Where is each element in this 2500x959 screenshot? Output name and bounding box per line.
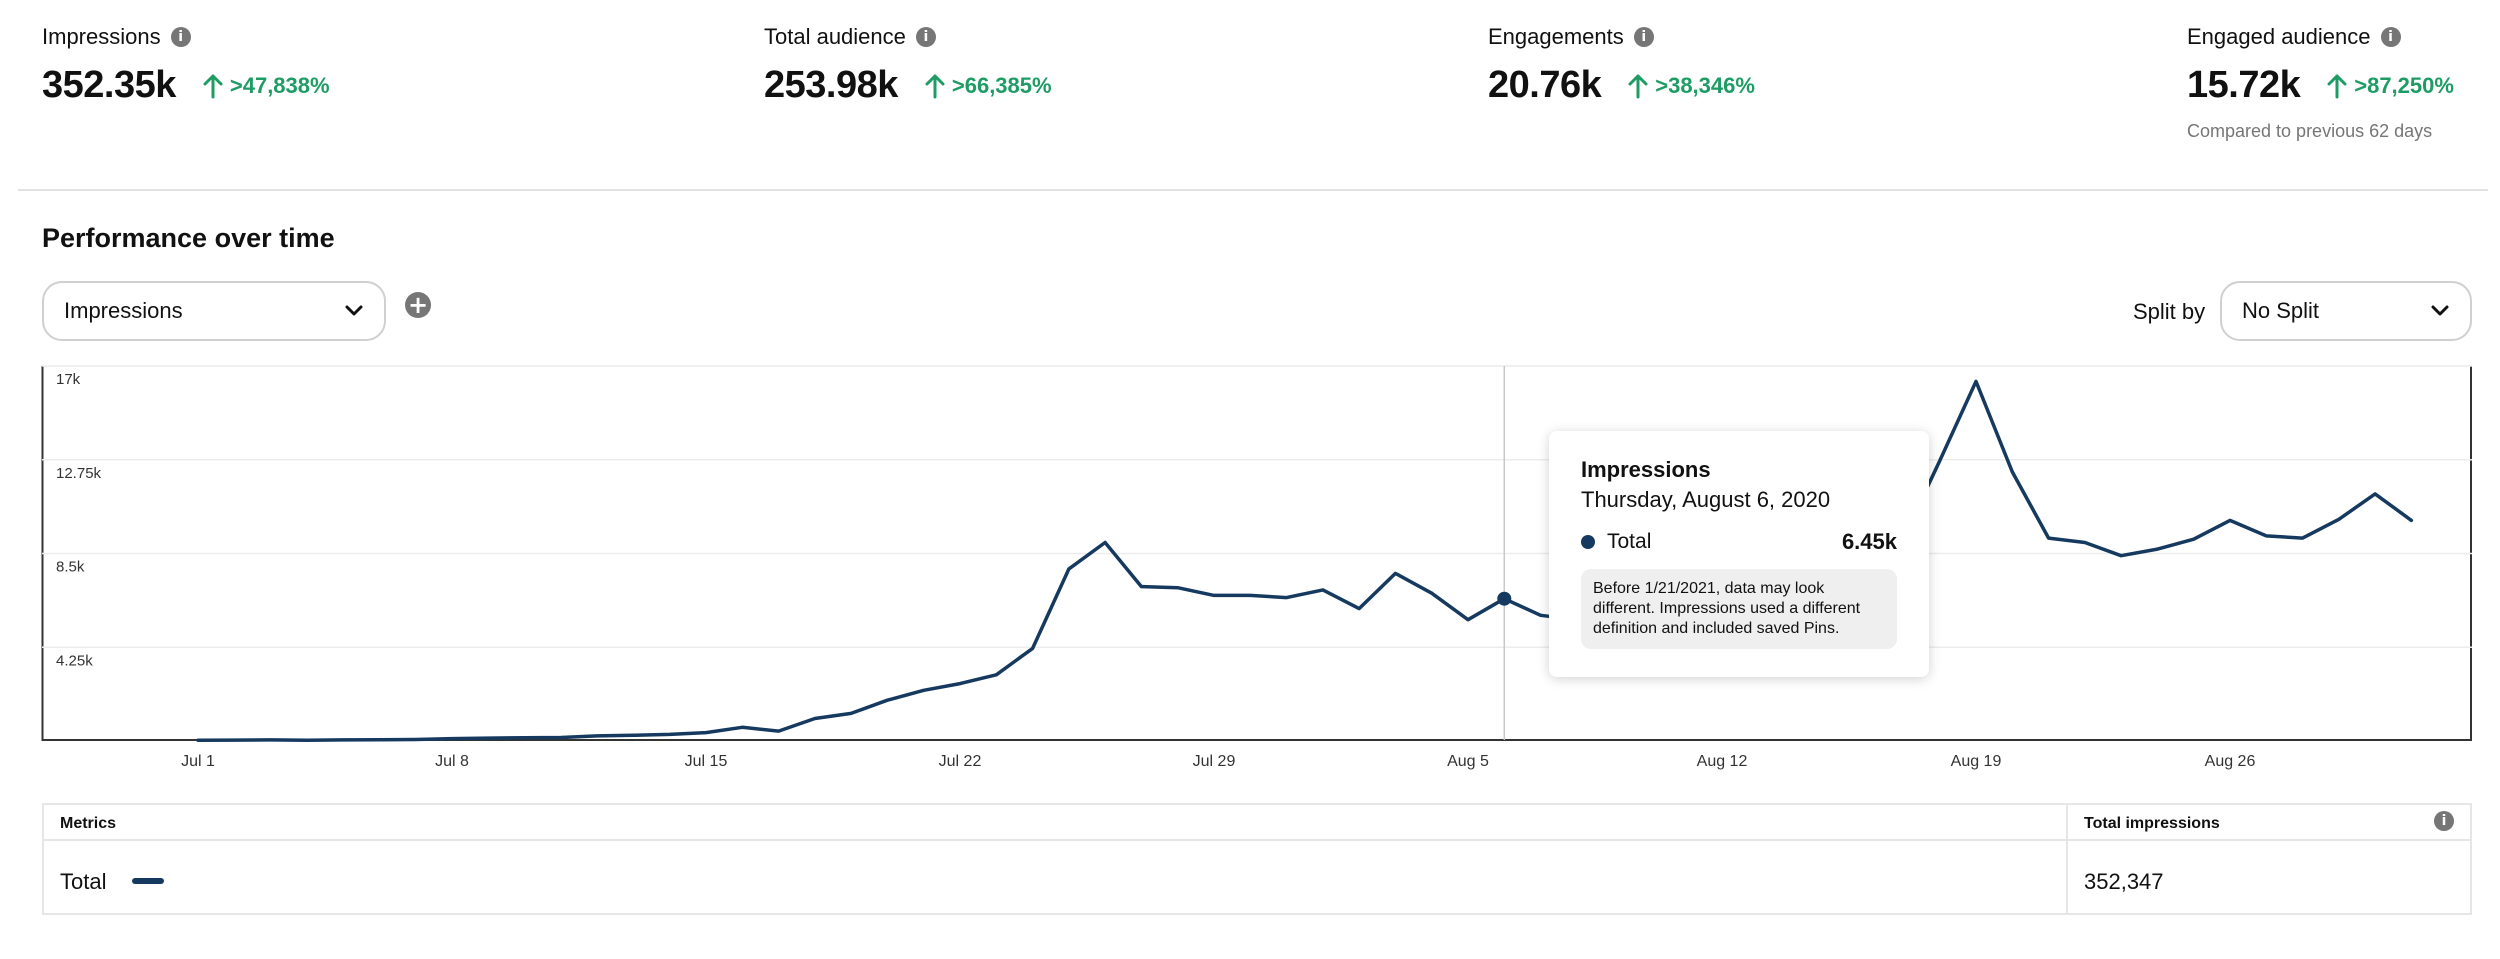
legend-swatch xyxy=(132,878,164,884)
column-header-total-impressions: Total impressions xyxy=(2084,815,2220,832)
x-tick-label: Aug 26 xyxy=(2205,753,2256,770)
divider xyxy=(18,189,2488,191)
x-tick-label: Jul 29 xyxy=(1193,753,1236,770)
performance-chart: 17k 12.75k 8.5k 4.25k Jul 1 Jul 8 Jul 15 Jul 22… xyxy=(41,365,2472,770)
tooltip-title: Impressions xyxy=(1581,457,1711,482)
kpi-delta: >87,250% xyxy=(2326,73,2454,99)
kpi-delta-value: >38,346% xyxy=(1655,72,1755,98)
x-tick-label: Jul 22 xyxy=(939,753,982,770)
chart-tooltip: Impressions Thursday, August 6, 2020 Tot… xyxy=(1549,431,1929,677)
metric-select[interactable]: Impressions xyxy=(42,281,386,341)
kpi-label: Engagements xyxy=(1488,24,1624,49)
x-tick-label: Jul 1 xyxy=(181,753,215,770)
info-icon[interactable]: i xyxy=(170,27,191,47)
kpi-value: 253.98k xyxy=(764,64,898,106)
line-chart: 17k 12.75k 8.5k 4.25k Jul 1 Jul 8 Jul 15 Jul 22… xyxy=(41,365,2472,770)
kpi-delta-value: >66,385% xyxy=(951,72,1052,98)
table-header xyxy=(44,805,2470,841)
chevron-down-icon xyxy=(2431,305,2449,316)
chevron-down-icon xyxy=(345,305,363,316)
kpi-delta: >38,346% xyxy=(1627,73,1755,99)
split-select-value: No Split xyxy=(2242,298,2320,323)
y-tick-label: 8.5k xyxy=(56,559,85,576)
kpi-delta: >66,385% xyxy=(924,73,1052,99)
arrow-up-icon xyxy=(1628,74,1648,98)
comparison-note: Compared to previous 62 days xyxy=(2187,121,2433,141)
column-header-metrics: Metrics xyxy=(60,815,117,832)
x-tick-label: Aug 5 xyxy=(1447,753,1489,770)
kpi-engaged-audience: Engaged audience i 15.72k >87,250% Compa… xyxy=(2187,24,2454,142)
split-by-label: Split by xyxy=(2133,299,2206,324)
info-icon[interactable]: i xyxy=(2434,811,2454,831)
x-tick-label: Aug 19 xyxy=(1951,753,2002,770)
add-metric-icon[interactable]: + xyxy=(405,292,431,318)
metric-value: 352,347 xyxy=(2084,869,2164,894)
tooltip-series: Total xyxy=(1607,530,1652,553)
metric-select-value: Impressions xyxy=(64,298,183,323)
split-select[interactable]: No Split xyxy=(2220,281,2472,341)
tooltip-row: Total 6.45k xyxy=(1581,529,1897,555)
tooltip-note: Before 1/21/2021, data may look differen… xyxy=(1581,569,1897,649)
y-tick-label: 4.25k xyxy=(56,652,93,669)
x-tick-label: Jul 8 xyxy=(435,753,469,770)
kpi-label: Impressions xyxy=(42,24,161,49)
y-tick-label: 17k xyxy=(56,371,81,388)
kpi-value: 20.76k xyxy=(1488,64,1602,106)
kpi-value: 352.35k xyxy=(42,64,176,106)
section-title: Performance over time xyxy=(42,223,335,253)
x-tick-label: Jul 15 xyxy=(685,753,728,770)
kpi-value: 15.72k xyxy=(2187,64,2301,106)
metric-name: Total xyxy=(60,869,107,894)
kpi-engagements: Engagements i 20.76k >38,346% xyxy=(1488,24,1755,107)
arrow-up-icon xyxy=(925,74,945,98)
kpi-label: Engaged audience xyxy=(2187,24,2371,49)
column-divider xyxy=(2066,805,2068,913)
kpi-delta: >47,838% xyxy=(202,73,330,99)
info-icon[interactable]: i xyxy=(915,27,936,47)
info-icon[interactable]: i xyxy=(2380,27,2401,47)
y-tick-label: 12.75k xyxy=(56,465,102,482)
kpi-label: Total audience xyxy=(764,24,906,49)
metrics-table: Metrics Total impressions i Total 352,34… xyxy=(42,803,2472,915)
kpi-delta-value: >47,838% xyxy=(229,72,330,98)
arrow-up-icon xyxy=(203,74,223,98)
kpi-impressions: Impressions i 352.35k >47,838% xyxy=(42,24,330,107)
kpi-total-audience: Total audience i 253.98k >66,385% xyxy=(764,24,1052,107)
series-dot-icon xyxy=(1581,535,1595,549)
arrow-up-icon xyxy=(2327,74,2347,98)
x-tick-label: Aug 12 xyxy=(1697,753,1748,770)
info-icon[interactable]: i xyxy=(1633,27,1654,47)
tooltip-date: Thursday, August 6, 2020 xyxy=(1581,487,1831,512)
series-line-total xyxy=(196,379,2414,743)
tooltip-value: 6.45k xyxy=(1841,529,1897,554)
kpi-delta-value: >87,250% xyxy=(2354,72,2454,98)
hover-point xyxy=(1497,591,1512,606)
